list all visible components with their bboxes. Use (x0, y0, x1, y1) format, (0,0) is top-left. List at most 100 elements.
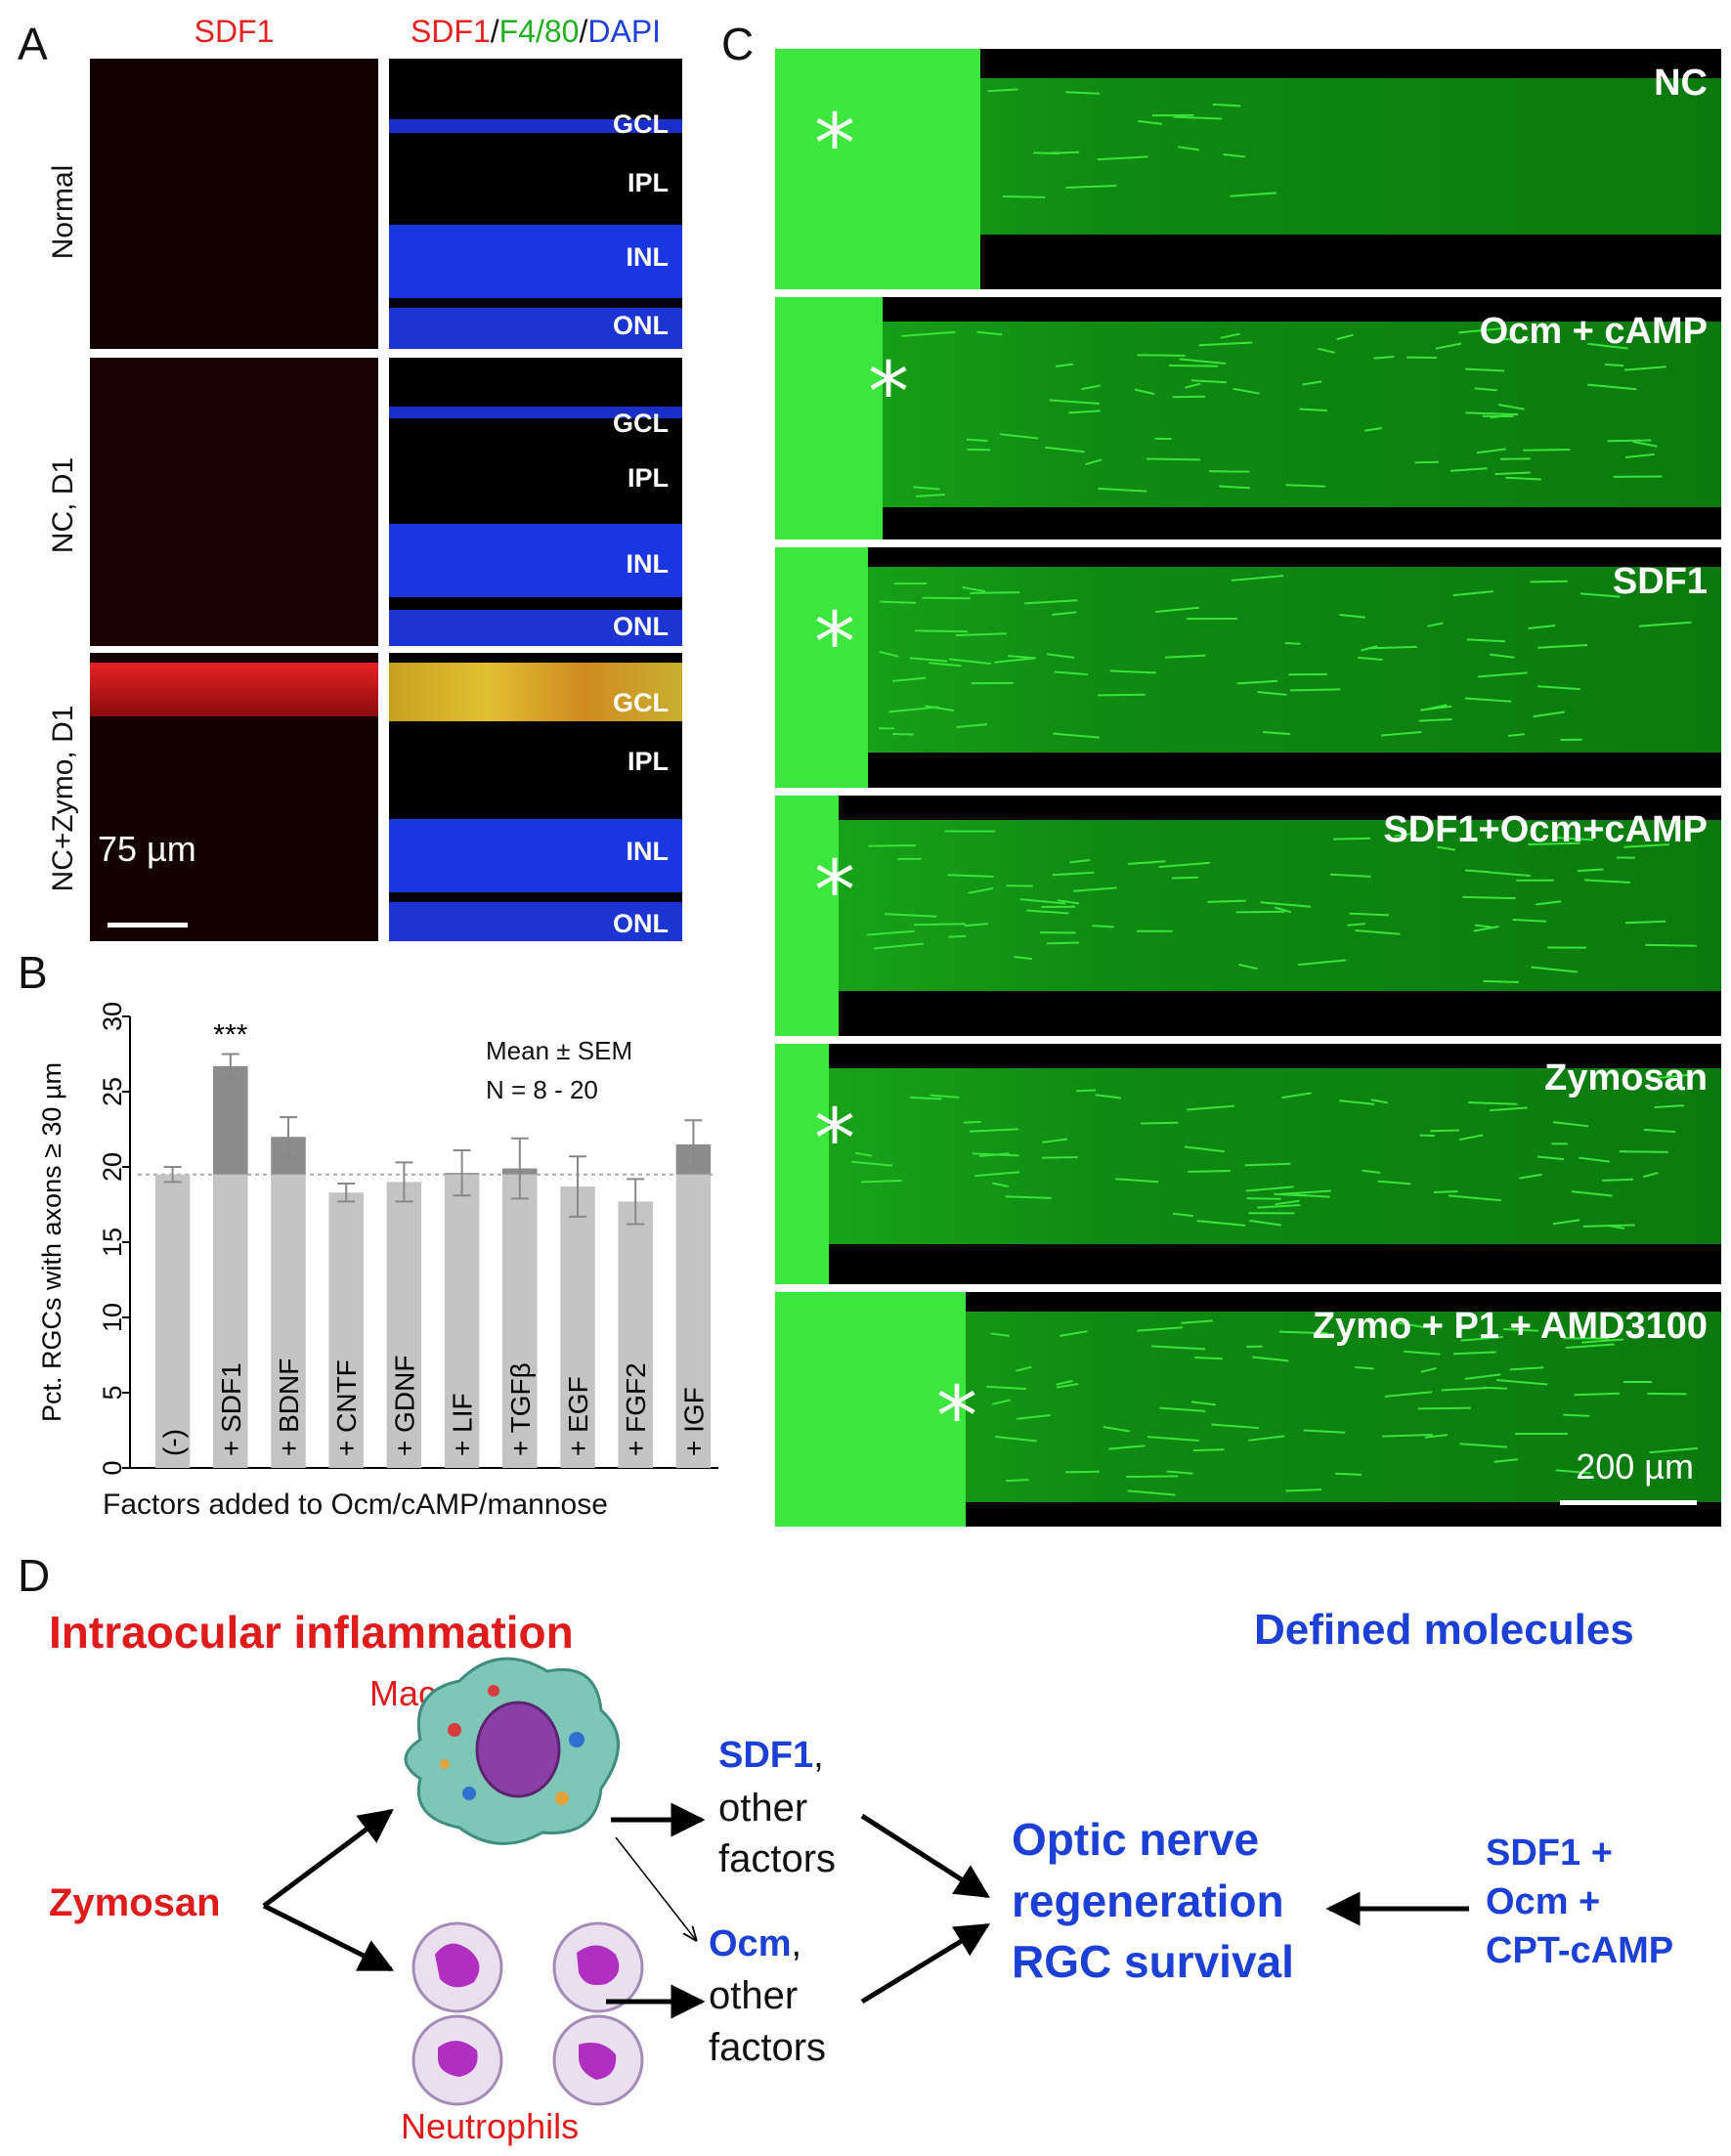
axon-fiber (1414, 460, 1440, 464)
micrograph-normal-sdf1 (90, 59, 378, 349)
axon-fiber (866, 929, 915, 936)
axon-fiber (1006, 1479, 1029, 1483)
axon-fiber (1138, 119, 1162, 125)
axon-fiber (1097, 155, 1148, 161)
panel-a-label: A (18, 19, 48, 69)
axon-fiber (1577, 868, 1604, 873)
axon-fiber (990, 1332, 1011, 1337)
axon-fiber (1489, 653, 1515, 659)
axon-fiber (1055, 363, 1073, 367)
axon-fiber (964, 923, 989, 927)
layer-gcl: GCL (613, 688, 669, 717)
axon-fiber (1497, 404, 1525, 410)
axon-fiber (1419, 1134, 1436, 1138)
axon-fiber (970, 591, 1020, 594)
axon-fiber (1285, 484, 1325, 488)
layer-ipl: IPL (627, 747, 669, 776)
axon-fiber (1654, 1104, 1684, 1109)
axon-fiber (1464, 697, 1512, 703)
nerve-micrograph: * SDF1+Ocm+cAMP (775, 796, 1721, 1036)
x-tick-label: (-) (158, 1429, 189, 1456)
axon-fiber (1098, 693, 1146, 697)
ocm-bold: Ocm (709, 1923, 792, 1964)
axon-fiber (1452, 590, 1494, 597)
axon-fiber (915, 629, 969, 633)
legend-mean-sem: Mean ± SEM (486, 1036, 633, 1065)
axon-fiber (1553, 1121, 1589, 1128)
layer-inl: INL (626, 549, 670, 579)
axon-fiber (1187, 1104, 1235, 1111)
dapi-text: DAPI (587, 14, 662, 49)
micrograph-nc-zymo-merge: GCL IPL INL ONL (389, 653, 682, 941)
axon-fiber (1460, 1336, 1503, 1342)
axon-fiber (1483, 979, 1519, 983)
inl-nuclei-band (389, 225, 682, 298)
axon-fiber (1278, 1330, 1328, 1335)
title-intraocular-inflammation: Intraocular inflammation (49, 1607, 574, 1658)
axon-fiber (1377, 1180, 1411, 1186)
axon-fiber (1602, 1178, 1634, 1182)
axon-fiber (1190, 379, 1227, 384)
panel-a-col2-title: SDF1/F4/80/DAPI (389, 14, 682, 50)
axon-fiber (1230, 192, 1277, 197)
bar-chart: 0 5 10 15 20 25 30 Pct. RGCs with axons ≥ 30 µm… (37, 1002, 718, 1476)
ocm-factors-line1: Ocm, (709, 1923, 801, 1965)
nerve-stump (775, 796, 839, 1036)
axon-fiber (974, 1171, 1020, 1178)
axon-fiber (1441, 1387, 1488, 1392)
axon-fiber (1000, 433, 1039, 440)
axon-fiber (1643, 1128, 1676, 1134)
sdf1-factors-line3: factors (718, 1837, 837, 1880)
axon-fiber (1474, 387, 1497, 392)
axon-fiber (1134, 388, 1155, 396)
layer-inl: INL (626, 837, 670, 866)
bar-above-baseline (213, 1065, 248, 1175)
axon-fiber (1533, 711, 1565, 718)
panel-a-col1-title: SDF1 (194, 14, 275, 49)
bar (213, 1174, 248, 1468)
x-tick-label: + IGF (678, 1387, 709, 1456)
axon-fiber (1382, 1434, 1433, 1438)
outcome-line3: RGC survival (1012, 1936, 1294, 1987)
axon-fiber (1467, 1101, 1518, 1105)
axon-fiber (1464, 869, 1490, 874)
axon-fiber (1068, 410, 1101, 414)
axon-fiber (913, 923, 966, 927)
axon-fiber (1056, 1383, 1079, 1389)
axon-fiber (1064, 1470, 1100, 1474)
axon-fiber (992, 1399, 1012, 1405)
axon-fiber (1166, 1470, 1193, 1475)
y-tick-label: 25 (98, 1077, 127, 1106)
axon-fiber (1537, 685, 1580, 691)
arrow-zymosan-to-neutrophils (262, 1903, 395, 1972)
axon-fiber (1274, 906, 1292, 914)
axon-fiber (1474, 924, 1492, 928)
axon-fiber (1185, 382, 1201, 389)
axon-fiber (1380, 730, 1422, 737)
axon-fiber (1159, 1406, 1206, 1412)
axon-fiber (1476, 448, 1506, 454)
optic-nerve-tissue (775, 322, 1721, 507)
regenerating-axons (986, 1319, 1699, 1496)
axon-fiber (1191, 1401, 1216, 1406)
axon-fiber (1211, 1423, 1259, 1430)
axon-fiber (909, 657, 948, 663)
sdf1-bold: SDF1 (718, 1735, 814, 1776)
axon-fiber (1555, 1469, 1591, 1475)
axon-fiber (1318, 347, 1335, 354)
row-label-nc-zymo-d1: NC+Zymo, D1 (47, 705, 79, 892)
axon-fiber (1404, 1350, 1441, 1356)
axon-fiber (1587, 383, 1637, 391)
micrograph-nc-zymo-sdf1: 75 µm (90, 653, 378, 941)
lesion-site-asterisk: * (814, 842, 855, 938)
bar (618, 1201, 653, 1468)
axon-fiber (1248, 1435, 1285, 1442)
axon-fiber (1384, 1391, 1432, 1398)
ocm-comma: , (791, 1923, 802, 1964)
outcome-line1: Optic nerve (1012, 1814, 1260, 1865)
x-tick-label: + CNTF (331, 1359, 362, 1456)
axon-fiber (1188, 1170, 1231, 1173)
defined-line3: CPT-cAMP (1486, 1930, 1674, 1971)
axon-fiber (947, 874, 994, 878)
title-defined-molecules: Defined molecules (1254, 1606, 1634, 1654)
